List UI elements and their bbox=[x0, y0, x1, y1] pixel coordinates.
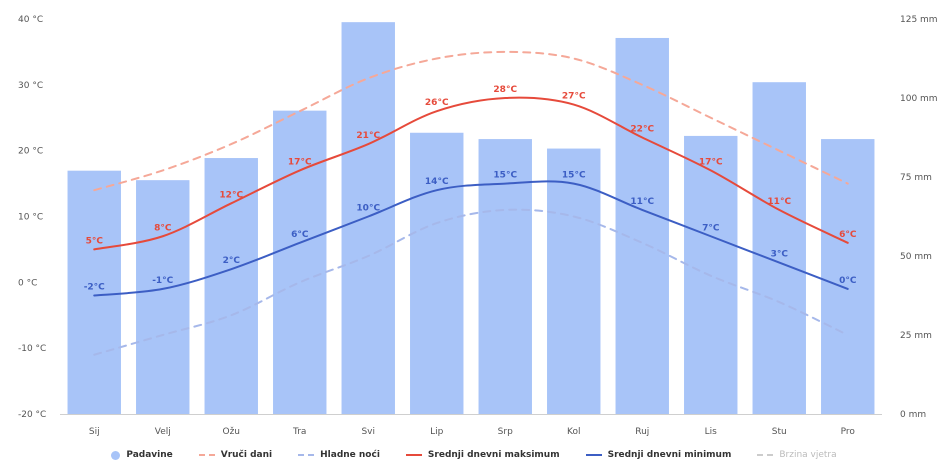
legend-swatch-hot bbox=[198, 454, 215, 456]
precip-bar bbox=[821, 139, 875, 414]
precip-bar bbox=[752, 82, 806, 414]
legend-swatch-min bbox=[585, 454, 602, 456]
line-min bbox=[93, 180, 849, 297]
precip-bar bbox=[136, 180, 190, 414]
right-tick-label: 75 mm bbox=[900, 173, 932, 183]
x-tick-label: Ruj bbox=[635, 427, 649, 437]
left-axis-ticks: 40 °C 30 °C 20 °C 10 °C 0 °C -10 °C -20 °C bbox=[18, 15, 46, 420]
x-tick-label: Pro bbox=[841, 427, 856, 437]
right-tick-label: 100 mm bbox=[900, 94, 938, 104]
temperature-lines bbox=[93, 50, 849, 356]
precip-bar bbox=[615, 37, 669, 415]
data-label-min: 2°C bbox=[223, 256, 241, 266]
precip-bar bbox=[273, 110, 327, 414]
legend-label-min: Srednji dnevni minimum bbox=[607, 450, 732, 460]
data-label-min: 7°C bbox=[702, 223, 720, 233]
legend-swatch-precip bbox=[111, 450, 121, 460]
data-label-max: 26°C bbox=[425, 98, 449, 108]
left-tick-label: 0 °C bbox=[18, 278, 37, 288]
data-label-min: -1°C bbox=[152, 276, 173, 286]
data-label-min: 15°C bbox=[493, 171, 517, 181]
data-label-min: 0°C bbox=[839, 276, 857, 286]
legend-swatch-wind bbox=[757, 454, 774, 456]
data-label-min: 3°C bbox=[771, 250, 789, 260]
legend-item-precip[interactable]: Padavine bbox=[111, 450, 173, 460]
data-labels: 5°C 8°C 12°C 17°C 21°C 26°C 28°C 27°C 22°C 17°C 11… bbox=[84, 85, 857, 293]
left-tick-label: 20 °C bbox=[18, 147, 43, 157]
legend-label-hot: Vruči dani bbox=[220, 450, 273, 460]
precipitation-bars bbox=[60, 22, 882, 415]
legend-label-precip: Padavine bbox=[126, 450, 173, 460]
left-tick-label: -10 °C bbox=[18, 344, 46, 354]
climate-chart: 40 °C 30 °C 20 °C 10 °C 0 °C -10 °C -20 °C 125… bbox=[18, 15, 938, 437]
data-label-max: 21°C bbox=[356, 131, 380, 141]
legend-label-cold: Hladne noći bbox=[320, 450, 380, 460]
data-label-max: 5°C bbox=[86, 236, 104, 246]
x-tick-label: Ožu bbox=[222, 427, 240, 437]
x-tick-label: Srp bbox=[498, 427, 513, 437]
x-tick-label: Sij bbox=[89, 427, 100, 437]
right-tick-label: 125 mm bbox=[900, 15, 938, 25]
data-label-min: -2°C bbox=[84, 283, 105, 293]
line-cold bbox=[93, 208, 849, 356]
legend: Padavine Vruči dani Hladne noći Srednji … bbox=[0, 446, 948, 464]
precip-bar bbox=[341, 22, 395, 414]
x-tick-label: Svi bbox=[361, 427, 375, 437]
right-tick-label: 50 mm bbox=[900, 252, 932, 262]
data-label-max: 17°C bbox=[288, 157, 312, 167]
x-axis-ticks: Sij Velj Ožu Tra Svi Lip Srp Kol Ruj Lis Stu Pro bbox=[89, 427, 855, 437]
left-tick-label: 10 °C bbox=[18, 213, 43, 223]
legend-label-wind: Brzina vjetra bbox=[779, 450, 837, 460]
x-tick-label: Kol bbox=[567, 427, 580, 437]
legend-item-max[interactable]: Srednji dnevni maksimum bbox=[405, 450, 560, 460]
data-label-min: 15°C bbox=[562, 171, 586, 181]
precip-bar bbox=[410, 132, 464, 414]
x-tick-label: Stu bbox=[772, 427, 787, 437]
data-label-min: 14°C bbox=[425, 177, 449, 187]
legend-item-min[interactable]: Srednji dnevni minimum bbox=[585, 450, 732, 460]
data-label-max: 28°C bbox=[493, 85, 517, 95]
legend-item-cold[interactable]: Hladne noći bbox=[298, 450, 380, 460]
data-label-max: 12°C bbox=[219, 190, 243, 200]
x-tick-label: Velj bbox=[155, 427, 171, 437]
line-hot bbox=[93, 50, 849, 192]
data-label-max: 11°C bbox=[767, 197, 791, 207]
x-tick-label: Lis bbox=[705, 427, 718, 437]
precip-bar bbox=[204, 158, 258, 414]
left-tick-label: 30 °C bbox=[18, 81, 43, 91]
x-tick-label: Lip bbox=[430, 427, 444, 437]
data-label-max: 6°C bbox=[839, 230, 857, 240]
x-tick-label: Tra bbox=[292, 427, 306, 437]
legend-swatch-cold bbox=[298, 454, 315, 456]
right-tick-label: 0 mm bbox=[900, 410, 926, 420]
left-tick-label: 40 °C bbox=[18, 15, 43, 25]
data-label-max: 27°C bbox=[562, 92, 586, 102]
right-axis-ticks: 125 mm 100 mm 75 mm 50 mm 25 mm 0 mm bbox=[900, 15, 938, 420]
precip-bar bbox=[547, 148, 601, 414]
data-label-min: 10°C bbox=[356, 204, 380, 214]
data-label-max: 17°C bbox=[699, 157, 723, 167]
precip-bar bbox=[67, 170, 121, 414]
data-label-max: 22°C bbox=[630, 125, 654, 135]
legend-item-hot[interactable]: Vruči dani bbox=[198, 450, 273, 460]
line-max bbox=[93, 96, 849, 251]
legend-item-wind[interactable]: Brzina vjetra bbox=[757, 450, 837, 460]
data-label-min: 6°C bbox=[291, 230, 309, 240]
data-label-min: 11°C bbox=[630, 197, 654, 207]
right-tick-label: 25 mm bbox=[900, 331, 932, 341]
legend-swatch-max bbox=[405, 454, 422, 456]
left-tick-label: -20 °C bbox=[18, 410, 46, 420]
legend-label-max: Srednji dnevni maksimum bbox=[427, 450, 560, 460]
data-label-max: 8°C bbox=[154, 223, 172, 233]
